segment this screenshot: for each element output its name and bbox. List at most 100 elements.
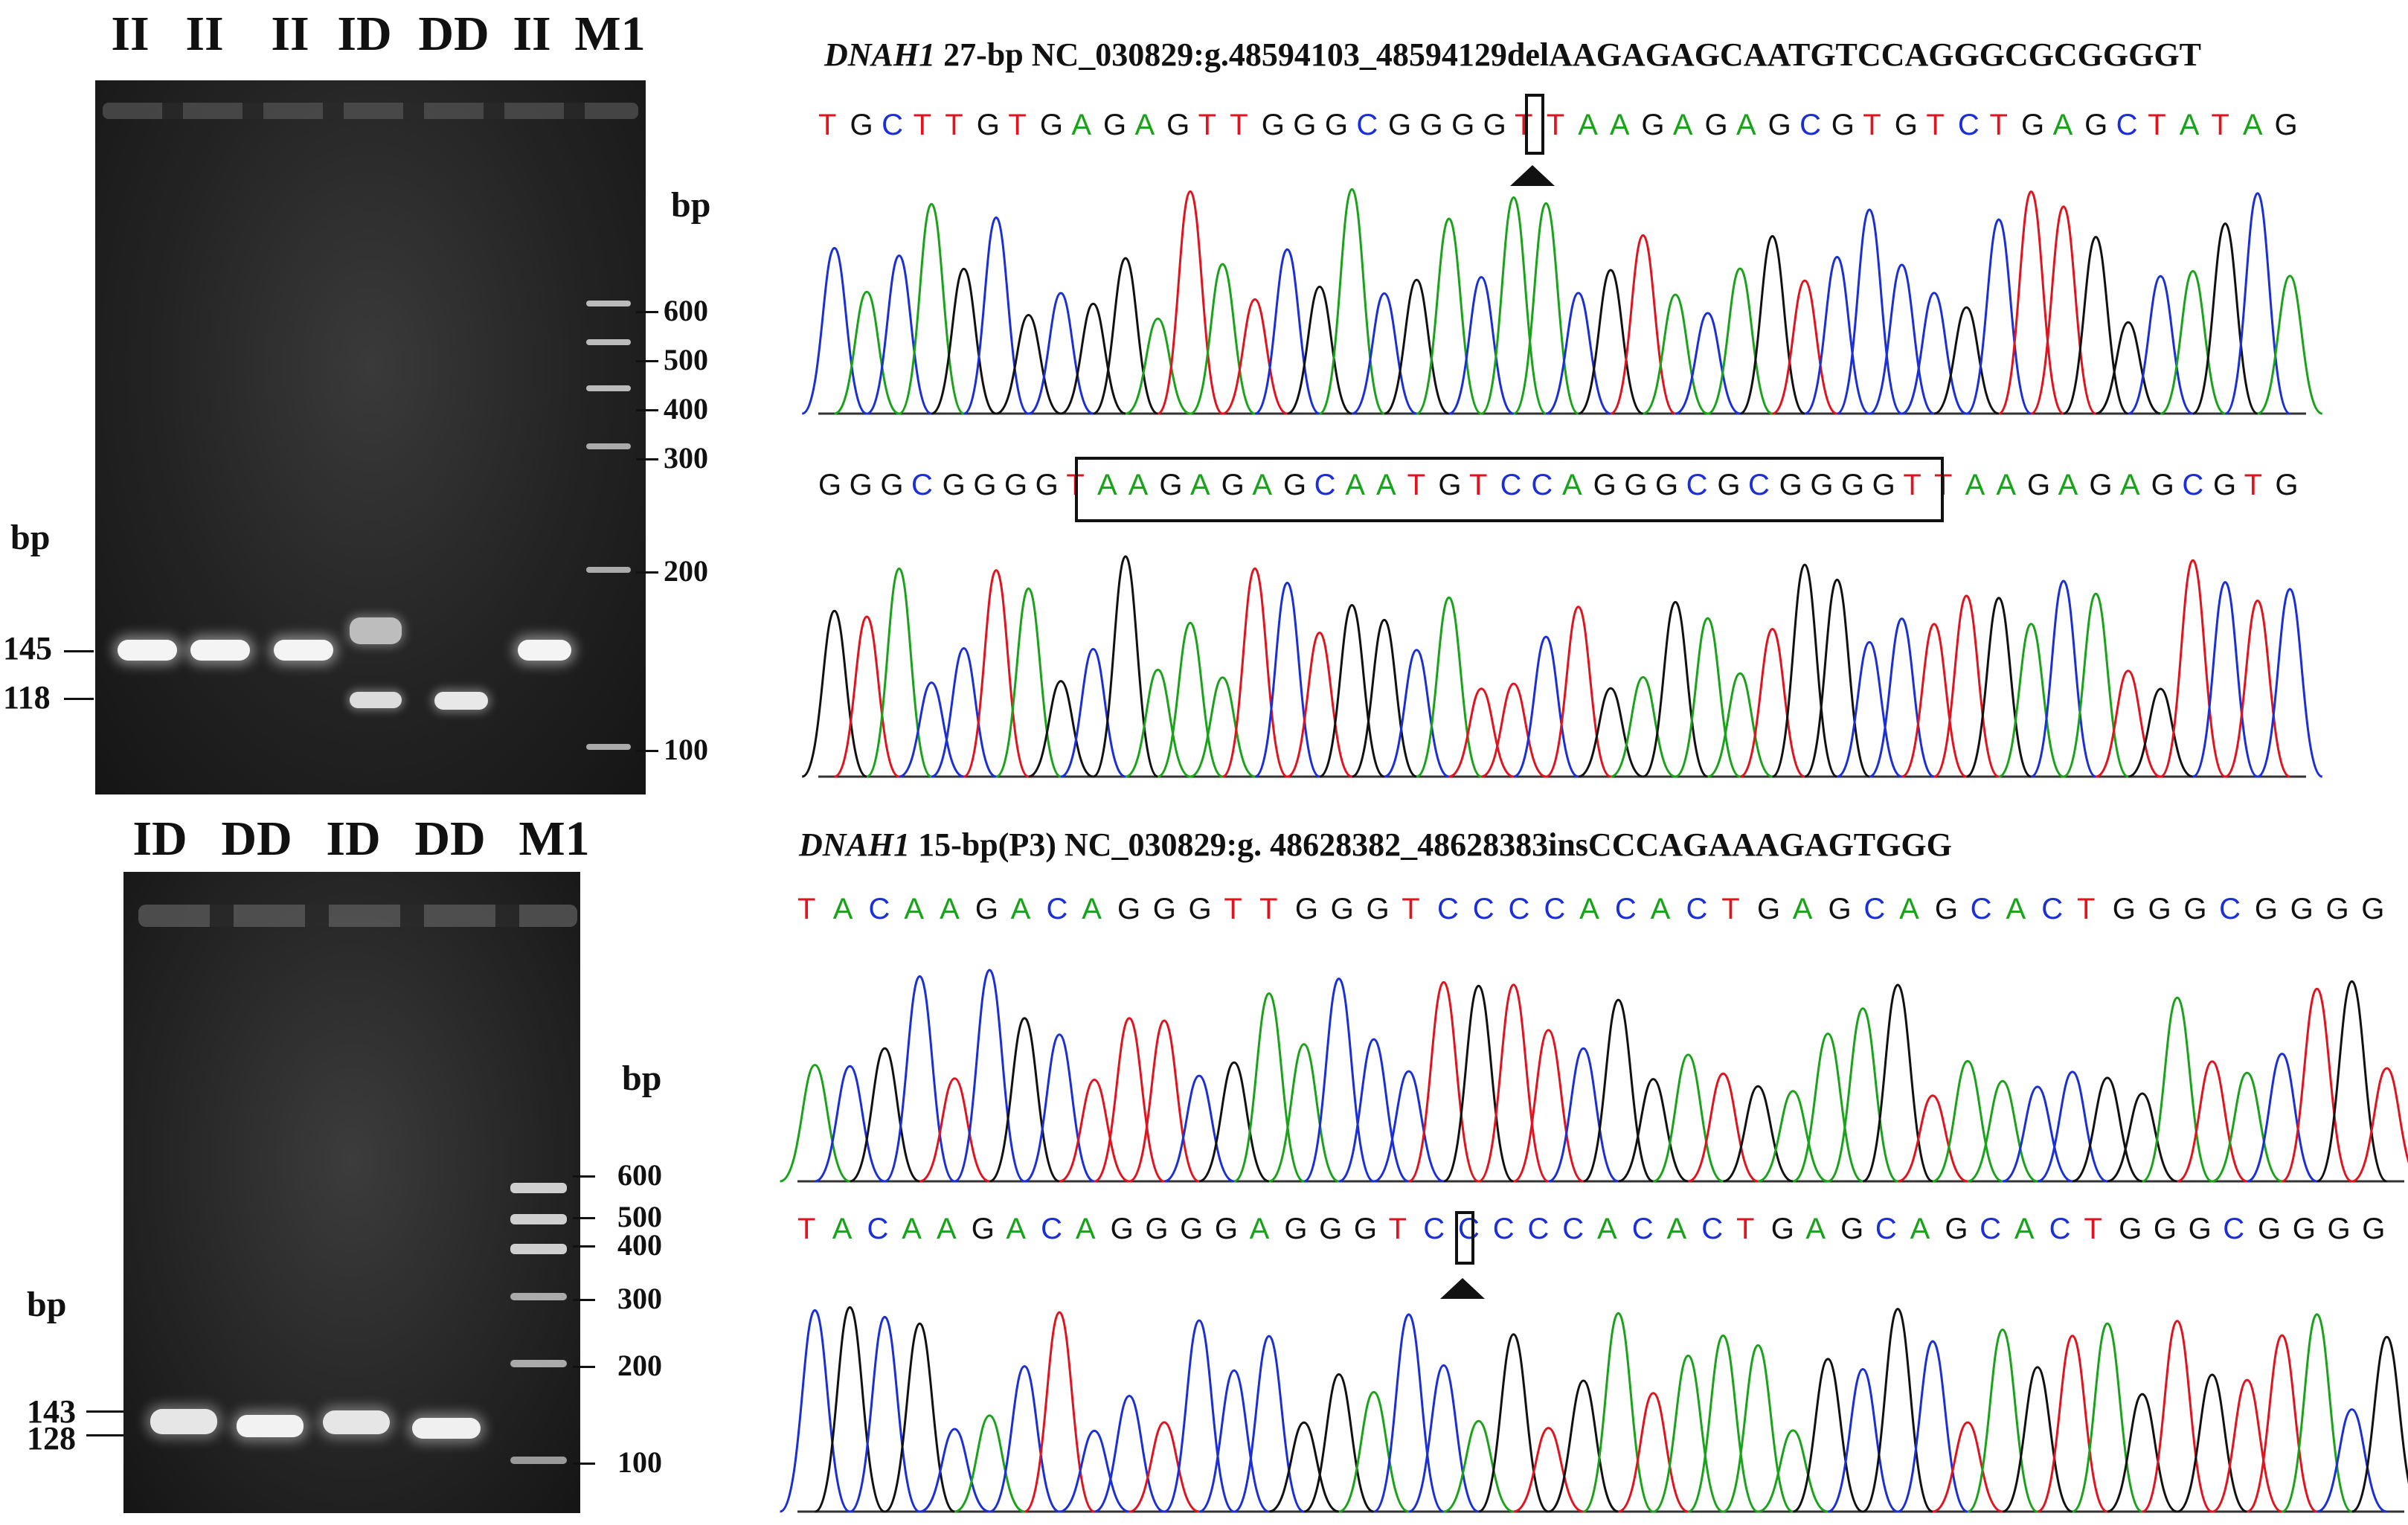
lane-label: II xyxy=(185,7,224,61)
chromatogram-peak xyxy=(1416,217,1482,415)
chromatogram-peak xyxy=(1722,1085,1794,1183)
chromatogram-peak xyxy=(2177,1060,2248,1183)
base-letter: G xyxy=(1330,893,1354,925)
marker-label: 300 xyxy=(617,1282,662,1315)
base-letter: G xyxy=(1145,1213,1169,1245)
chromatogram-peak xyxy=(1221,298,1288,415)
chromatogram-peak xyxy=(2177,1373,2248,1513)
chromatogram-peak xyxy=(779,1309,851,1513)
ladder-band xyxy=(586,385,631,391)
chromatogram-peak xyxy=(1028,680,1094,778)
base-letter: C xyxy=(1686,893,1708,925)
base-letter: T xyxy=(1224,893,1242,925)
base-letter: T xyxy=(1546,109,1565,141)
chromatogram-peak xyxy=(815,1065,885,1183)
ladder-band xyxy=(510,1244,567,1254)
tick xyxy=(573,1366,595,1368)
base-letter: A xyxy=(832,1213,853,1245)
chromatogram-peak xyxy=(1933,306,2000,415)
chromatogram-peak xyxy=(834,615,900,778)
marker-label: 600 xyxy=(664,294,708,327)
chromatogram-peak xyxy=(1408,1364,1480,1513)
base-letter: G xyxy=(1779,469,1802,501)
chromatogram-peak xyxy=(1675,312,1741,415)
chromatogram-peak xyxy=(1254,581,1320,778)
base-letter: G xyxy=(1419,109,1443,141)
chromatogram-peak xyxy=(1772,279,1838,415)
chromatogram-peak xyxy=(1548,1047,1619,1183)
base-letter: A xyxy=(1736,109,1756,141)
variant-description: 15-bp(P3) NC_030829:g. 48628382_48628383… xyxy=(910,826,1952,863)
base-letter: G xyxy=(1757,893,1781,925)
seq-bottom-marker-box xyxy=(1455,1211,1474,1265)
base-letter: G xyxy=(1283,469,1307,501)
chromatogram-peak xyxy=(1443,1419,1515,1513)
base-letter: A xyxy=(904,893,925,925)
base-letter: A xyxy=(2052,109,2073,141)
band-145 xyxy=(118,640,177,661)
size-label-118: 118 xyxy=(3,679,51,716)
tick xyxy=(636,409,658,411)
lane-label: ID xyxy=(132,812,187,866)
ladder-band xyxy=(510,1293,567,1300)
band-118 xyxy=(434,692,488,710)
gel-top-unit-right: bp xyxy=(671,185,711,225)
chromatogram-peak xyxy=(2037,1335,2108,1513)
base-letter: G xyxy=(971,1213,995,1245)
base-letter: G xyxy=(2292,1213,2316,1245)
base-letter: G xyxy=(1261,109,1285,141)
base-letter: C xyxy=(1863,893,1886,925)
base-letter: A xyxy=(1252,469,1273,501)
chromatogram-peak xyxy=(2316,980,2388,1183)
chromatogram-peak xyxy=(1221,567,1288,778)
size-label-145: 145 xyxy=(3,630,52,667)
base-letter: G xyxy=(1284,1213,1308,1245)
base-letter: G xyxy=(1102,109,1127,141)
chromatogram-peak xyxy=(1024,1311,1095,1513)
chromatogram-peak xyxy=(1060,302,1126,415)
chromatogram-peak xyxy=(1384,278,1450,415)
seq-top-title: DNAH1 27-bp NC_030829:g.48594103_4859412… xyxy=(824,36,2201,74)
chromatogram-peak xyxy=(2072,1322,2143,1513)
base-letter: G xyxy=(1828,893,1852,925)
chromatogram-peak xyxy=(2224,600,2290,778)
chromatogram-peak xyxy=(2192,581,2258,778)
chromatogram-peak xyxy=(1233,1335,1305,1513)
chromatogram-peak xyxy=(1998,623,2064,778)
chromatogram-peak xyxy=(1128,1421,1200,1513)
band-118 xyxy=(350,692,402,708)
chromatogram-peak xyxy=(1513,635,1579,778)
lane-label: II xyxy=(513,7,551,61)
base-letter: A xyxy=(1097,469,1117,501)
seq-top-marker-box xyxy=(1525,94,1544,155)
base-letter: G xyxy=(2119,1213,2142,1245)
base-letter: C xyxy=(1748,469,1770,501)
base-letter: T xyxy=(1989,109,2008,141)
band-145 xyxy=(518,640,571,661)
chromatogram-peak xyxy=(2257,274,2323,415)
base-letter: T xyxy=(913,109,932,141)
chromatogram-peak xyxy=(1319,187,1385,415)
chromatogram-peak xyxy=(898,202,965,415)
chromatogram-peak xyxy=(849,1315,920,1513)
chromatogram-peak xyxy=(919,1428,990,1513)
chromatogram-peak xyxy=(1448,276,1515,415)
base-letter: G xyxy=(1768,109,1791,141)
lane-label: M1 xyxy=(574,7,646,61)
base-letter: A xyxy=(1010,893,1031,925)
marker-label: 300 xyxy=(664,441,708,475)
chromatogram-peak xyxy=(1303,977,1375,1183)
base-letter: G xyxy=(1353,1213,1377,1245)
chromatogram-peak xyxy=(834,290,900,415)
base-letter: G xyxy=(2290,893,2314,925)
base-letter: A xyxy=(936,1213,957,1245)
chromatogram-peak xyxy=(2072,1076,2143,1183)
base-letter: G xyxy=(2112,893,2136,925)
base-letter: G xyxy=(2327,1213,2351,1245)
base-letter: C xyxy=(1046,893,1068,925)
base-letter: C xyxy=(1531,469,1553,501)
base-letter: G xyxy=(1214,1213,1238,1245)
base-letter: C xyxy=(1500,469,1522,501)
chromatogram-peak xyxy=(1125,668,1191,778)
chromatogram-peak xyxy=(1163,1319,1235,1513)
